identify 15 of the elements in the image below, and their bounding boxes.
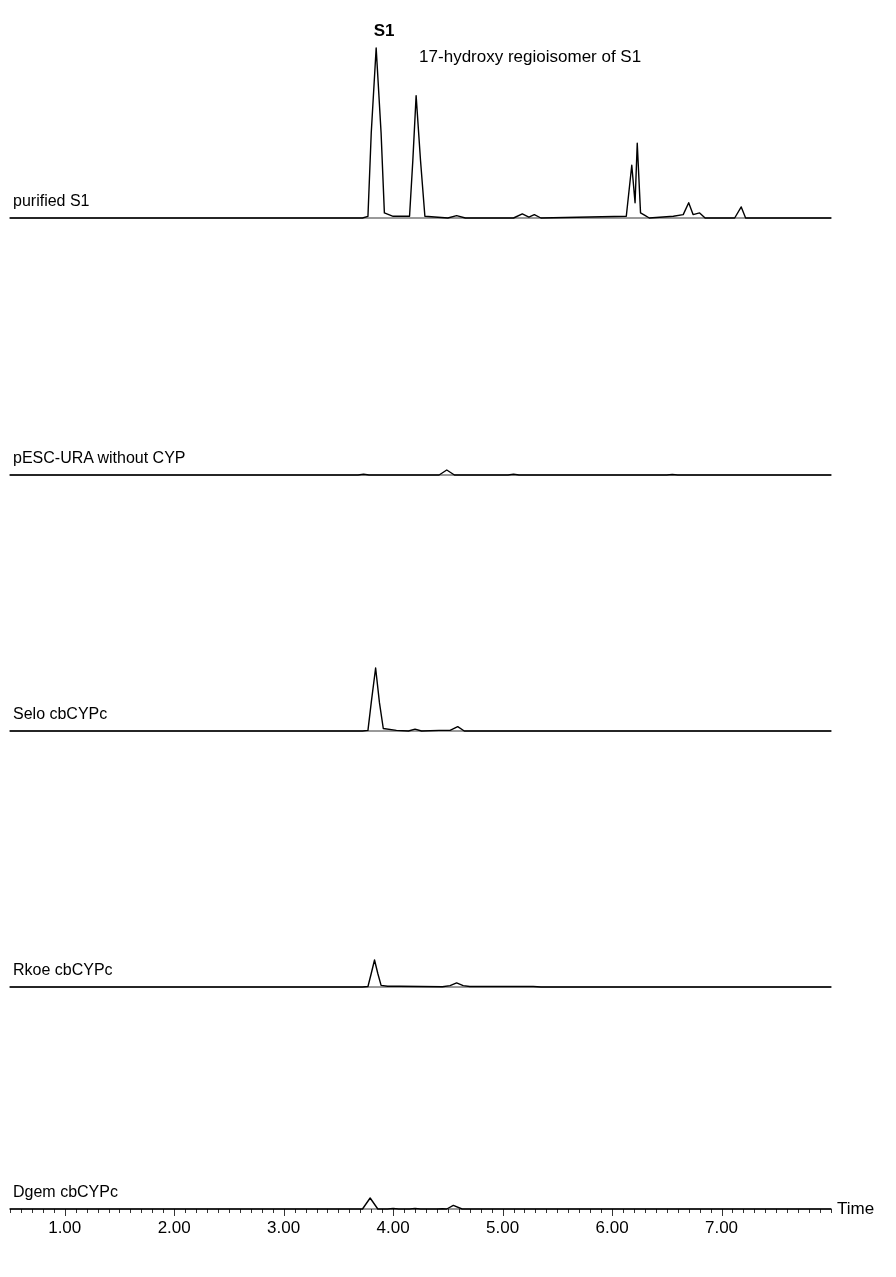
text: purified S1 xyxy=(13,192,90,210)
text: Selo cbCYPc xyxy=(13,705,108,723)
x-tick-label: 7.00 xyxy=(704,1218,739,1238)
annotation: 17-hydroxy regioisomer of S1 xyxy=(419,46,642,66)
x-axis-title: Time xyxy=(837,1198,875,1218)
chart-title: Dgem cbCYPc xyxy=(13,1183,118,1201)
chart-title: Rkoe cbCYPc xyxy=(13,961,113,979)
annotation: S1 xyxy=(373,21,395,41)
x-tick-label: 4.00 xyxy=(376,1218,410,1238)
x-tick-label: 5.00 xyxy=(486,1218,520,1238)
x-tick-label: 3.00 xyxy=(267,1218,301,1238)
x-tick-label: 6.00 xyxy=(595,1218,629,1238)
x-tick-label: 2.00 xyxy=(157,1218,191,1238)
x-tick-label: 1.00 xyxy=(48,1218,82,1238)
chart-title: pESC-URA without CYP xyxy=(13,449,186,467)
